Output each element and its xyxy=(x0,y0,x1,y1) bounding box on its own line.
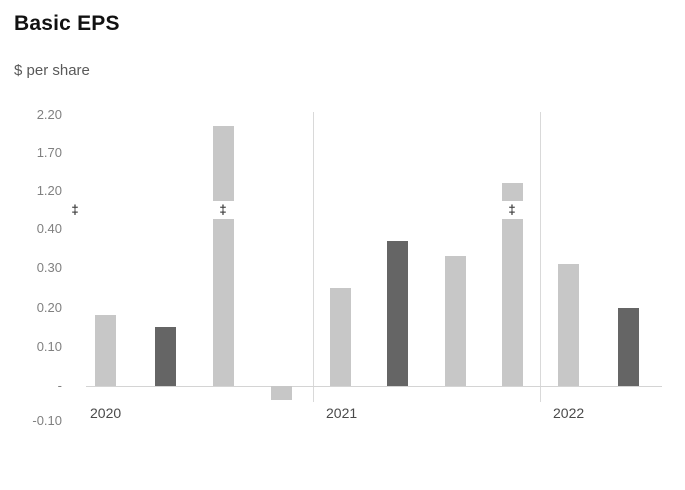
x-axis-year-label: 2022 xyxy=(553,405,585,421)
group-separator-line xyxy=(540,112,541,402)
y-axis-tick-label: 0.30 xyxy=(36,260,62,276)
y-axis-tick-label: 2.20 xyxy=(36,107,62,122)
bar-2021-q3 xyxy=(444,256,466,386)
bar-2022-q1 xyxy=(557,264,579,386)
zero-baseline xyxy=(86,386,662,387)
bar-2021-q4 xyxy=(501,183,523,386)
y-axis-tick-label: -0.10 xyxy=(32,413,62,428)
bar-2021-q1 xyxy=(329,287,351,386)
y-axis-tick-label: 1.20 xyxy=(36,183,62,198)
group-separator-line xyxy=(313,112,314,402)
chart-subtitle: $ per share xyxy=(14,62,90,79)
y-axis-tick-label: - xyxy=(57,378,62,393)
x-axis-year-label: 2020 xyxy=(90,405,122,421)
bar-2020-q4 xyxy=(270,386,292,400)
chart-title: Basic EPS xyxy=(14,12,120,35)
bar-break-marker: ‡ xyxy=(212,201,234,219)
bar-2020-q2 xyxy=(154,327,176,386)
y-axis-tick-label: 0.20 xyxy=(36,299,62,315)
x-axis-year-label: 2021 xyxy=(326,405,358,421)
bar-2021-q2 xyxy=(386,240,408,386)
axis-break-marker: ‡ xyxy=(71,202,79,217)
y-axis-tick-label: 0.40 xyxy=(36,221,62,236)
bar-break-marker: ‡ xyxy=(501,201,523,219)
y-axis-tick-label: 0.10 xyxy=(36,338,62,354)
bar-2020-q3 xyxy=(212,126,234,386)
y-axis-tick-label: 1.70 xyxy=(36,145,62,160)
bar-2020-q1 xyxy=(94,315,116,386)
bar-2022-q2 xyxy=(617,307,639,386)
